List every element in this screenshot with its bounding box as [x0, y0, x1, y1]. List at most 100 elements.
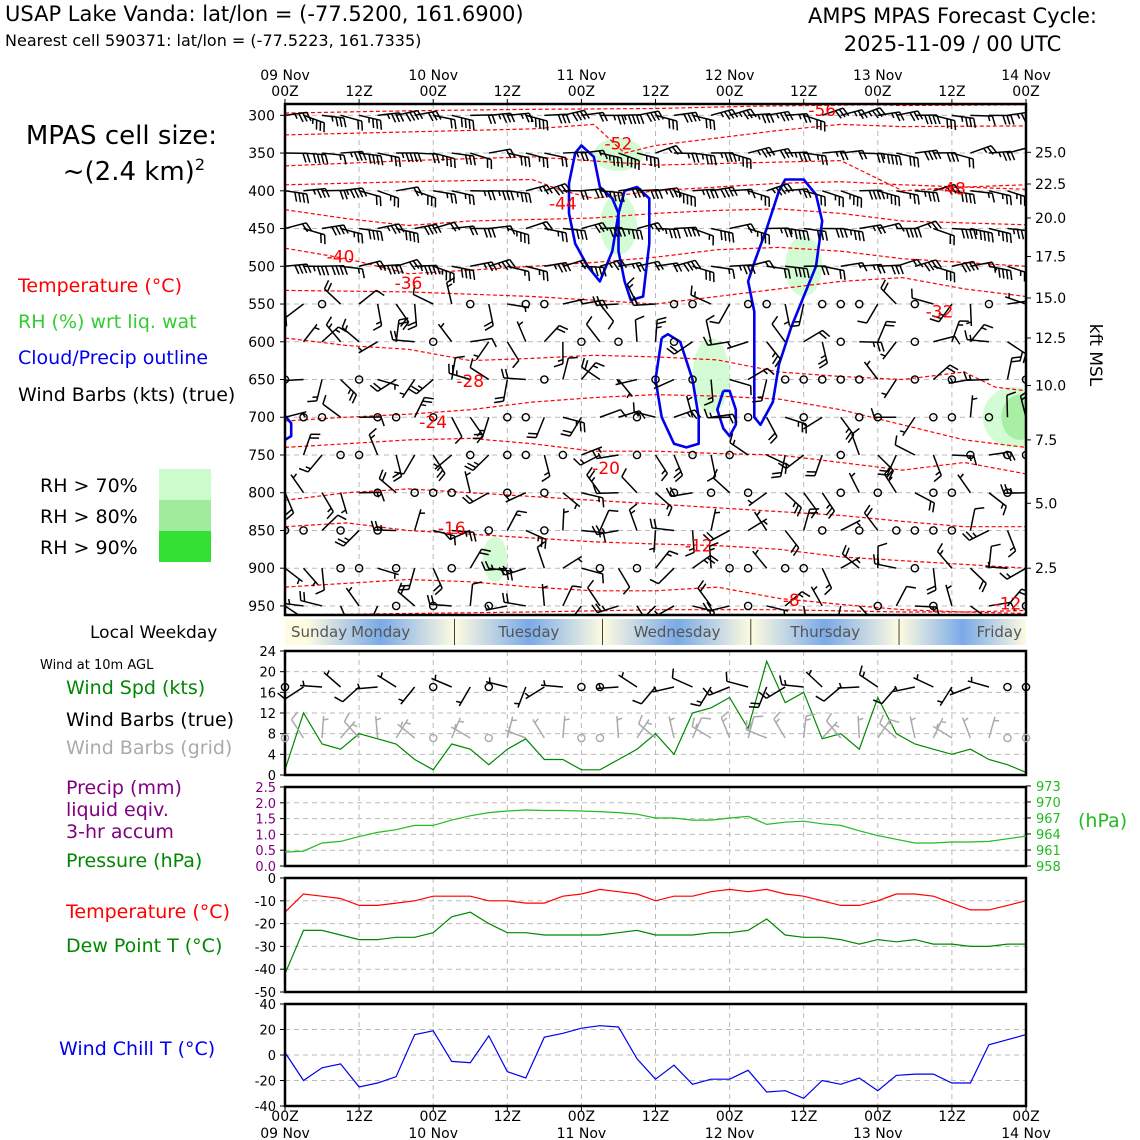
wind-barb: [372, 605, 379, 615]
wind-barb: [345, 586, 360, 607]
wind-barb-calm: [299, 526, 308, 535]
wind-barb-calm: [1021, 601, 1026, 611]
wind-barb: [581, 265, 607, 277]
wind-barb: [877, 222, 905, 232]
windchill-label: Wind Chill T (°C): [59, 1038, 215, 1060]
wind-barb: [407, 378, 434, 395]
wind-barb: [988, 114, 1015, 125]
temperature-contour: [285, 488, 1026, 528]
rh-legend-swatch: [159, 531, 211, 562]
wind-barb: [562, 356, 578, 380]
wind-barb: [951, 260, 979, 273]
wind-barb: [747, 518, 768, 532]
wind-barb-true: [618, 671, 638, 688]
y2-tick-label: 25.0: [1035, 145, 1066, 161]
wind-barb: [1000, 483, 1026, 494]
y-tick-label: 0: [268, 872, 276, 887]
wind-barb: [414, 223, 442, 236]
wind-barb: [358, 114, 383, 130]
wind-barb: [951, 114, 977, 128]
wind-barb-grid: [340, 720, 358, 739]
wind-barb: [752, 549, 768, 569]
wind-barb: [969, 605, 985, 615]
wind-barb-calm: [521, 299, 531, 309]
wind-barb-calm: [373, 488, 382, 498]
wind-barb-calm: [558, 450, 568, 460]
wind-barb: [1004, 292, 1026, 305]
weekday-label: Monday: [351, 623, 410, 641]
wind-barb: [544, 227, 568, 243]
wind-barb: [592, 484, 619, 495]
weekday-label: Wednesday: [634, 623, 721, 641]
wind-barb: [341, 318, 360, 343]
wind-barb: [541, 583, 548, 607]
wind-barb-true: [837, 682, 860, 689]
wind-barb: [729, 433, 749, 456]
wind-barb-calm: [854, 375, 864, 384]
wind-barb: [634, 315, 645, 342]
y-tick-label: 4: [268, 748, 276, 763]
wind-barb: [599, 303, 615, 330]
wind-barb-true: [334, 686, 360, 703]
legend-temperature: Temperature (°C): [17, 275, 182, 297]
wind-barb-calm: [428, 337, 438, 347]
pressure-line: [284, 809, 1027, 853]
temperature-contour-label: -24: [419, 413, 447, 433]
wind-barb-calm: [836, 299, 846, 309]
wind-barb: [870, 407, 897, 418]
wind-barb-calm: [929, 412, 938, 422]
wind-barb: [729, 188, 756, 199]
weekday-label: Friday: [977, 623, 1023, 641]
wind-barb-true-calm: [428, 682, 438, 692]
wind-barb-grid: [637, 714, 656, 739]
wind-barb: [789, 303, 805, 328]
y-tick-label: 1.5: [255, 813, 276, 828]
wind-barb-calm: [799, 412, 809, 422]
wind-barb-calm: [1003, 450, 1012, 460]
wind-barb: [581, 529, 607, 543]
wind-barb-true: [913, 674, 934, 688]
wind-barb: [414, 396, 434, 418]
cloud-outline: [567, 144, 620, 283]
wind-barb: [464, 471, 471, 493]
wind-barb: [783, 303, 791, 326]
pressure-axis: 300 350 400 450 500 550 600 650 700 750 800 850 900 9…: [248, 108, 285, 615]
wind-barb-calm: [410, 488, 419, 498]
wind-barb: [692, 114, 716, 131]
wind-barb-calm: [799, 375, 809, 384]
bottom-x-date: 11 Nov: [557, 1126, 607, 1140]
wind-barb-calm: [632, 450, 642, 460]
wind-barb-calm: [966, 450, 975, 460]
wind-barb: [451, 190, 475, 206]
wind-barb-grid: [961, 717, 972, 739]
wind-barb: [525, 529, 547, 549]
wind-barb: [302, 433, 321, 456]
cell-size-text: ~(2.4 km): [63, 157, 195, 187]
wind-barb: [432, 454, 446, 482]
top-x-date: 13 Nov: [853, 68, 903, 84]
precip-label-3: 3-hr accum: [66, 821, 174, 843]
wind-barb: [803, 492, 818, 519]
wind-barb: [470, 261, 498, 272]
wind-barb: [914, 190, 940, 203]
wind-barb-calm: [373, 412, 382, 422]
wind-barb-calm: [336, 563, 345, 573]
wind-barb: [507, 112, 534, 123]
wind-barb: [655, 492, 673, 517]
wind-barb-calm: [706, 488, 716, 498]
wind-barb-grid: [691, 717, 712, 739]
y-tick-label: -20: [255, 918, 276, 933]
wind-barb-calm: [947, 412, 957, 422]
temperature-contour-label: -12: [994, 595, 1022, 615]
chart-subtitle: Nearest cell 590371: lat/lon = (-77.5223…: [5, 31, 422, 50]
wind-barb: [433, 190, 458, 204]
wind-barb: [1006, 356, 1022, 380]
wind-barb: [729, 152, 752, 169]
wind-barb-calm: [521, 412, 531, 422]
wind-barb-true: [355, 683, 378, 690]
wind-barb: [837, 605, 842, 615]
wind-barb: [747, 190, 771, 207]
temperature-contour: [285, 104, 1026, 114]
wind-barb: [752, 379, 768, 403]
top-x-date: 14 Nov: [1001, 68, 1051, 84]
